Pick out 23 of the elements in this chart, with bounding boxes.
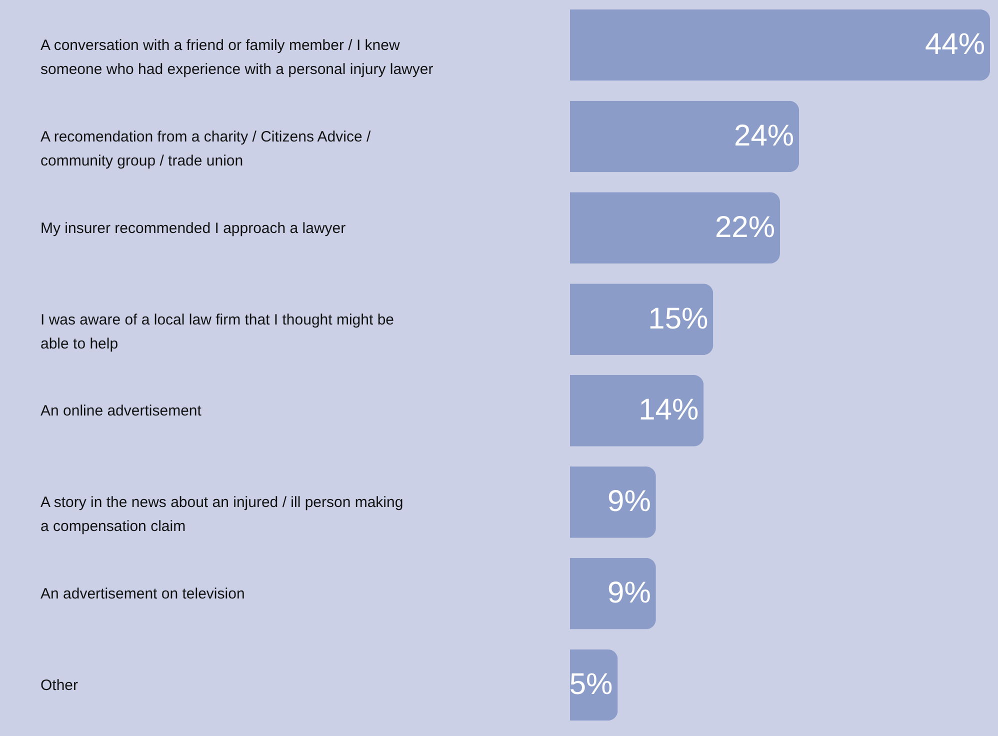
bar bbox=[570, 375, 704, 446]
bar bbox=[570, 558, 656, 630]
bar bbox=[570, 9, 990, 81]
bar bbox=[570, 100, 800, 172]
y-tick-label: My insurer recommended I approach a lawyer bbox=[40, 220, 346, 237]
y-tick-label: An online advertisement bbox=[40, 402, 202, 420]
data-label: 22% bbox=[714, 210, 775, 244]
data-label: 9% bbox=[608, 576, 651, 610]
bar bbox=[570, 466, 656, 538]
y-tick-label: An advertisement on television bbox=[40, 586, 245, 603]
bar bbox=[570, 284, 714, 355]
data-label: 15% bbox=[648, 302, 708, 336]
y-tick-label: A conversation with a friend or family member / I knew someone who had experience with a personal injury lawyer bbox=[40, 36, 434, 78]
data-label: 14% bbox=[638, 394, 699, 427]
y-tick-label: A recomendation from a charity / Citizens Advice / community group / trade union bbox=[40, 128, 372, 170]
data-label: 9% bbox=[608, 485, 651, 518]
y-tick-label: Other bbox=[40, 677, 78, 694]
y-tick-label: A story in the news about an injured / ill person making a compensation claim bbox=[40, 494, 404, 536]
data-label: 24% bbox=[734, 119, 794, 152]
data-label: 44% bbox=[924, 28, 985, 61]
bar bbox=[570, 192, 780, 264]
y-tick-label: I was aware of a local law firm that I thought might be able to help bbox=[40, 311, 394, 352]
data-label: 5% bbox=[569, 668, 613, 702]
